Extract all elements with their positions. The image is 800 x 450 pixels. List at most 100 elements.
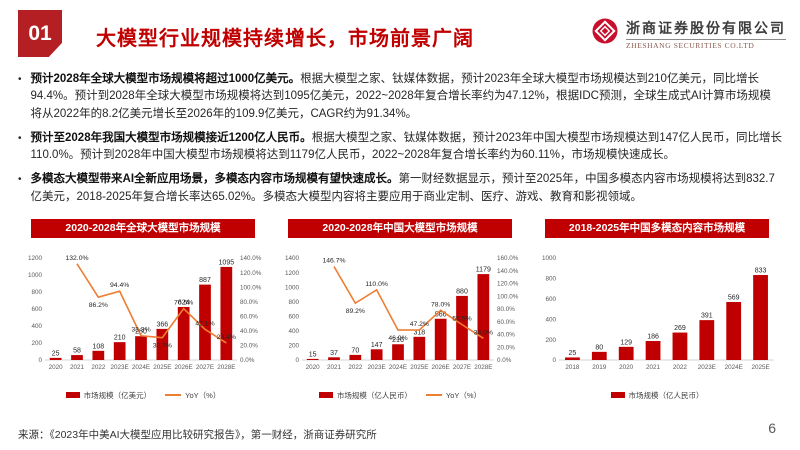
svg-text:80: 80 [595, 344, 603, 351]
chart-legend: 市场规模（亿美元） YoY（%） [18, 390, 268, 401]
bar [71, 354, 83, 360]
svg-text:47.2%: 47.2% [410, 321, 429, 328]
svg-text:140.0%: 140.0% [497, 268, 519, 275]
svg-text:0: 0 [552, 357, 556, 364]
bullet-marker: • [18, 132, 22, 144]
chart-title: 2020-2028年全球大模型市场规模 [31, 218, 255, 238]
svg-text:80.0%: 80.0% [240, 299, 258, 306]
svg-text:2021: 2021 [70, 364, 85, 371]
bar [49, 357, 62, 360]
zheshang-knot-icon [590, 16, 620, 51]
svg-text:2022: 2022 [673, 364, 688, 371]
svg-text:880: 880 [456, 288, 468, 295]
svg-text:600: 600 [545, 296, 556, 303]
svg-text:216: 216 [392, 337, 404, 344]
legend-label: 市场规模（亿人民币） [336, 390, 412, 400]
svg-text:2028E: 2028E [217, 364, 235, 371]
svg-text:120.0%: 120.0% [497, 280, 519, 287]
svg-text:2027E: 2027E [453, 364, 471, 371]
svg-text:833: 833 [755, 267, 767, 274]
svg-text:318: 318 [413, 329, 425, 336]
svg-text:566: 566 [435, 311, 447, 318]
chart-title: 2020-2028年中国大模型市场规模 [288, 218, 512, 238]
svg-text:1400: 1400 [285, 255, 300, 262]
svg-text:2021: 2021 [327, 364, 342, 371]
svg-text:0.0%: 0.0% [240, 357, 255, 364]
logo-company-name-en: ZHESHANG SECURITIES CO.LTD [626, 40, 755, 50]
svg-text:46.9%: 46.9% [388, 335, 407, 342]
svg-text:70.5%: 70.5% [174, 299, 193, 306]
svg-text:2024E: 2024E [725, 364, 743, 371]
svg-text:2023E: 2023E [698, 364, 716, 371]
svg-text:80.0%: 80.0% [497, 306, 515, 313]
legend-item: YoY（%） [425, 390, 482, 401]
bar [113, 341, 126, 360]
bar [699, 319, 715, 360]
bar [392, 344, 404, 360]
svg-text:2025E: 2025E [751, 364, 769, 371]
svg-text:391: 391 [701, 312, 713, 319]
bullet-bold-text: 预计2028年全球大模型市场规模将超过1000亿美元。 [30, 73, 301, 85]
svg-text:2026E: 2026E [175, 364, 193, 371]
svg-text:110.0%: 110.0% [365, 281, 388, 288]
source-note: 来源：《2023年中美AI大模型应用比较研究报告》，第一财经，浙商证券研究所 [18, 429, 377, 441]
bar [370, 349, 383, 360]
svg-text:0.0%: 0.0% [497, 357, 512, 364]
logo-text: 浙商证券股份有限公司 ZHESHANG SECURITIES CO.LTD [626, 18, 786, 50]
bullet-bold-text: 预计至2028年我国大模型市场规模接近1200亿人民币。 [30, 131, 312, 144]
chart-card-china-llm-market: 2020-2028年中国大模型市场规模 0 200 400 600 800 1000 120… [275, 218, 525, 401]
svg-text:1200: 1200 [28, 255, 43, 262]
chart-canvas: 0 200 400 600 800 1000 25 2018 80 2019 129 2020 186 2… [542, 255, 774, 371]
svg-text:42.1%: 42.1% [195, 320, 214, 327]
bar [565, 357, 580, 360]
svg-text:200: 200 [288, 342, 299, 349]
svg-text:25: 25 [569, 350, 577, 357]
page-number: 6 [768, 420, 776, 436]
section-number-badge: 01 [18, 10, 62, 57]
svg-text:2020: 2020 [619, 364, 634, 371]
chart-canvas: 0 200 400 600 800 1000 1200 1400 0.0% 20.0% 40.0% 6… [285, 255, 519, 371]
svg-text:1179: 1179 [476, 266, 491, 273]
svg-text:2023E: 2023E [368, 364, 386, 371]
yoy-line [333, 265, 484, 339]
bar [349, 354, 362, 360]
bullet-rest-text: 根据大模型之家、钛媒体数据，预计2023年全球大模型市场规模达到210亿美元，同… [30, 73, 771, 120]
bar [618, 346, 634, 360]
svg-text:58: 58 [73, 347, 81, 354]
bar [477, 273, 490, 360]
logo-company-name-cn: 浙商证券股份有限公司 [626, 18, 786, 40]
svg-text:37: 37 [330, 350, 338, 357]
bar [156, 328, 169, 360]
svg-text:140.0%: 140.0% [240, 255, 262, 262]
svg-text:2020: 2020 [306, 364, 321, 371]
legend-label: YoY（%） [445, 390, 482, 400]
svg-text:60.0%: 60.0% [240, 313, 258, 320]
svg-text:20.0%: 20.0% [240, 342, 258, 349]
svg-text:100.0%: 100.0% [240, 284, 262, 291]
legend-item: 市场规模（亿人民币） [610, 390, 704, 401]
header: 01 大模型行业规模持续增长，市场前景广阔 浙商证券股份有限公司 ZHESHAN… [0, 0, 800, 57]
bar [220, 266, 233, 360]
svg-text:1200: 1200 [285, 270, 300, 277]
svg-text:2027E: 2027E [196, 364, 214, 371]
company-logo: 浙商证券股份有限公司 ZHESHANG SECURITIES CO.LTD [590, 16, 786, 51]
svg-text:280: 280 [135, 328, 147, 335]
bullet-rest-text: 第一财经数据显示，预计至2025年，中国多模态内容市场规模将达到832.7亿美元… [30, 173, 775, 203]
svg-text:1000: 1000 [285, 284, 300, 291]
svg-text:600: 600 [288, 313, 299, 320]
yoy-line [76, 263, 227, 344]
legend-item: 市场规模（亿美元） [65, 390, 151, 401]
svg-text:2025E: 2025E [153, 364, 171, 371]
svg-text:1095: 1095 [219, 259, 235, 266]
bar [92, 350, 105, 360]
bullet-text: 预计2028年全球大模型市场规模将超过1000亿美元。根据大模型之家、钛媒体数据… [31, 71, 782, 123]
svg-text:2023E: 2023E [111, 364, 129, 371]
svg-text:269: 269 [674, 325, 686, 332]
svg-text:120.0%: 120.0% [240, 270, 262, 277]
svg-text:0: 0 [38, 357, 42, 364]
svg-text:210: 210 [114, 334, 126, 341]
bar [306, 358, 319, 360]
bar [434, 318, 447, 360]
bullet-item: • 预计至2028年我国大模型市场规模接近1200亿人民币。根据大模型之家、钛媒… [18, 130, 782, 165]
svg-text:600: 600 [31, 306, 42, 313]
